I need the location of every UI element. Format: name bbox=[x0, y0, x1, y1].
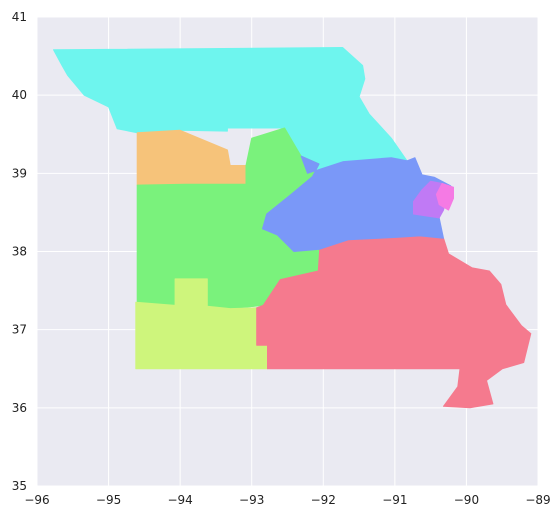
region-southwest bbox=[135, 278, 268, 370]
y-tick-label: 36 bbox=[12, 401, 27, 415]
x-tick-label: −94 bbox=[167, 493, 192, 507]
region-layer bbox=[53, 47, 532, 409]
x-tick-label: −95 bbox=[96, 493, 121, 507]
x-tick-label: −90 bbox=[454, 493, 479, 507]
x-tick-label: −96 bbox=[24, 493, 49, 507]
region-st-louis-city bbox=[435, 183, 454, 211]
x-tick-label: −92 bbox=[311, 493, 336, 507]
y-tick-label: 40 bbox=[12, 88, 27, 102]
y-tick-label: 39 bbox=[12, 166, 27, 180]
region-east-central bbox=[262, 155, 452, 252]
x-tick-label: −89 bbox=[525, 493, 550, 507]
y-tick-label: 37 bbox=[12, 323, 27, 337]
x-tick-label: −93 bbox=[239, 493, 264, 507]
y-tick-label: 41 bbox=[12, 10, 27, 24]
y-axis-ticks: 35 36 37 38 39 40 41 bbox=[12, 10, 27, 493]
x-axis-ticks: −96 −95 −94 −93 −92 −91 −90 −89 bbox=[24, 493, 550, 507]
y-tick-label: 38 bbox=[12, 245, 27, 259]
y-tick-label: 35 bbox=[12, 479, 27, 493]
x-tick-label: −91 bbox=[382, 493, 407, 507]
